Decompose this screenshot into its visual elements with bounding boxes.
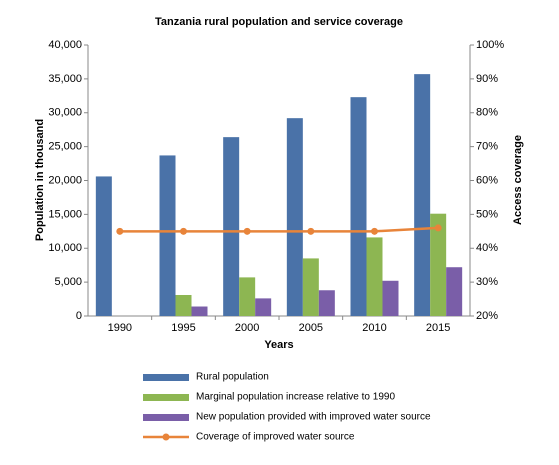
y2-axis-title: Access coverage [512,135,524,225]
line-marker [371,227,378,235]
legend-swatch [143,394,189,401]
x-tick-label: 2010 [362,322,386,334]
line-marker [180,227,187,235]
bar [159,155,176,316]
bar [350,97,367,316]
y2-tick-label: 50% [476,208,498,220]
y2-tick-label: 60% [476,174,498,186]
y2-tick-label: 80% [476,107,498,119]
bar [302,258,319,316]
chart-title: Tanzania rural population and service co… [155,16,403,28]
x-tick-label: 2000 [235,322,259,334]
y-tick-label: 5,000 [54,276,82,288]
y2-tick-label: 90% [476,73,498,85]
x-tick-label: 1995 [171,322,195,334]
line-marker [434,224,442,232]
y-axis-title: Population in thousand [34,119,46,241]
y2-tick-label: 20% [476,310,498,322]
y-tick-label: 35,000 [48,73,82,85]
legend-label: Marginal population increase relative to… [196,392,395,403]
bar [191,306,208,316]
line [119,226,439,233]
y-tick-label: 30,000 [48,107,82,119]
y-tick-label: 15,000 [48,208,82,220]
bar [95,176,112,316]
bar [366,237,383,316]
bar [175,294,192,316]
y2-tick-label: 40% [476,242,498,254]
legend-swatch [162,433,170,441]
x-tick-label: 2005 [299,322,323,334]
line-marker [116,227,124,235]
y-tick-label: 40,000 [48,39,82,51]
bar [446,267,463,316]
y2-tick-label: 100% [476,39,504,51]
y-tick-label: 25,000 [48,141,82,153]
legend-label: New population provided with improved wa… [196,412,431,423]
x-tick-label: 2015 [426,322,450,334]
y-tick-label: 10,000 [48,242,82,254]
bar [223,137,240,316]
line-marker [307,227,315,235]
y2-tick-label: 70% [476,141,498,153]
bar [414,74,431,316]
legend-label: Rural population [196,372,269,383]
y-tick-label: 20,000 [48,174,82,186]
bar [286,118,303,316]
x-tick-label: 1990 [108,322,132,334]
bar [239,277,256,316]
bar [430,213,447,316]
y2-tick-label: 30% [476,276,498,288]
bar [382,280,399,316]
bar [255,298,272,316]
y-tick-label: 0 [76,310,82,322]
line-marker [243,227,251,235]
bar [318,290,335,316]
legend-swatch [143,414,189,421]
legend-swatch [143,374,189,381]
x-axis-title: Years [264,339,293,351]
legend-label: Coverage of improved water source [196,432,355,443]
